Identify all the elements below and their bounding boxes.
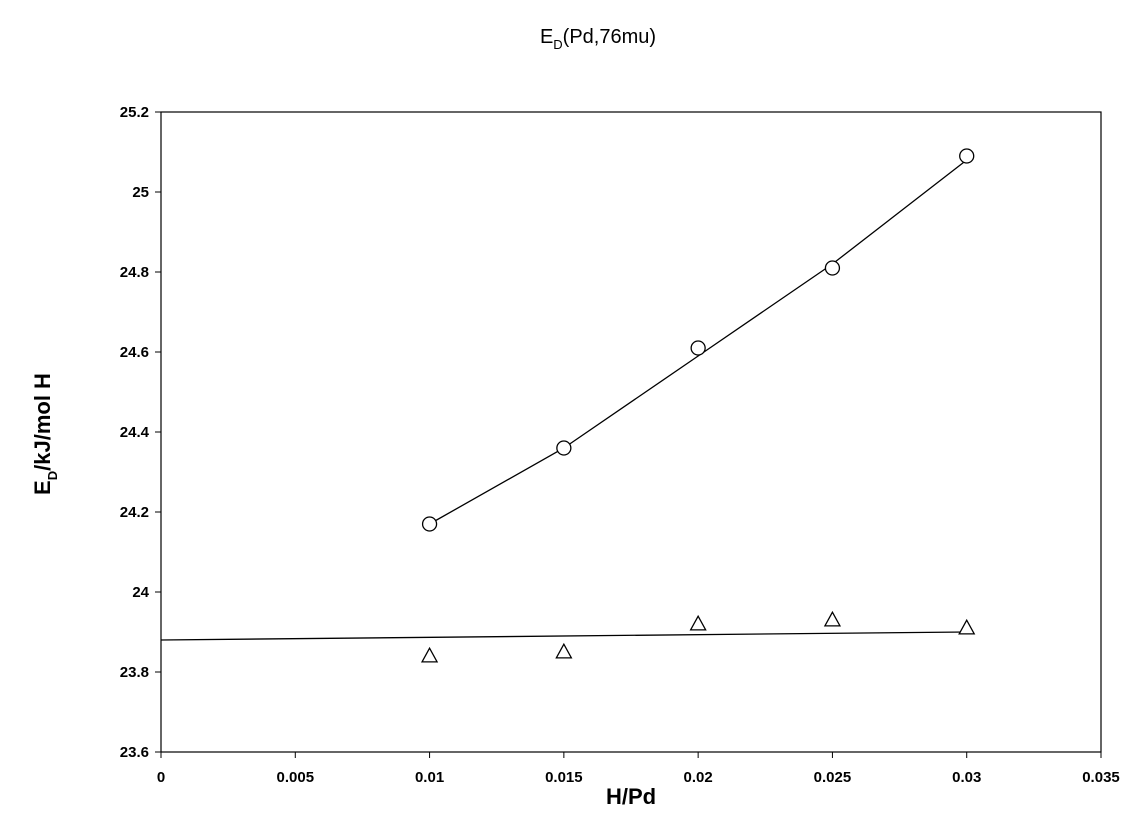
- circle-marker: [824, 260, 841, 276]
- circle-marker: [959, 148, 975, 164]
- circle-marker: [690, 340, 706, 356]
- triangle-marker: [555, 642, 573, 659]
- y-axis-title: ED/kJ/mol H: [30, 373, 60, 495]
- circle-marker: [556, 440, 572, 456]
- x-tick-label: 0: [157, 769, 165, 786]
- y-tick-label: 24.8: [120, 264, 149, 281]
- y-tick-label: 23.8: [120, 664, 149, 681]
- chart-title: ED(Pd,76mu): [540, 26, 656, 52]
- triangle-marker: [420, 646, 439, 663]
- x-tick-label: 0.025: [814, 769, 852, 786]
- triangle-marker: [823, 610, 842, 627]
- y-axis: 23.6 23.8 24 24.2 24.4 24.6 24.8 25 25.2: [120, 104, 161, 761]
- circle-marker: [421, 516, 438, 532]
- triangle-marker: [689, 614, 707, 631]
- plot-area-frame: [160, 111, 1102, 753]
- x-axis-title: H/Pd: [606, 784, 656, 809]
- x-tick-label: 0.01: [415, 769, 444, 786]
- y-tick-label: 23.6: [120, 744, 149, 761]
- y-tick-label: 24.6: [120, 344, 149, 361]
- x-tick-label: 0.015: [545, 769, 583, 786]
- series-layer: [160, 148, 976, 663]
- y-tick-label: 25: [132, 184, 149, 201]
- triangle-marker: [958, 618, 976, 635]
- y-tick-label: 24: [132, 584, 149, 601]
- x-tick-label: 0.02: [684, 769, 713, 786]
- x-axis: 0 0.005 0.01 0.015 0.02 0.025 0.03 0.035: [157, 752, 1120, 786]
- y-tick-label: 25.2: [120, 104, 149, 121]
- series-2-fit-line: [160, 631, 967, 641]
- y-tick-label: 24.4: [120, 424, 150, 441]
- series-1-fit-line: [429, 159, 968, 525]
- x-tick-label: 0.03: [952, 769, 981, 786]
- y-tick-label: 24.2: [120, 504, 149, 521]
- x-tick-label: 0.005: [277, 769, 315, 786]
- x-tick-label: 0.035: [1082, 769, 1120, 786]
